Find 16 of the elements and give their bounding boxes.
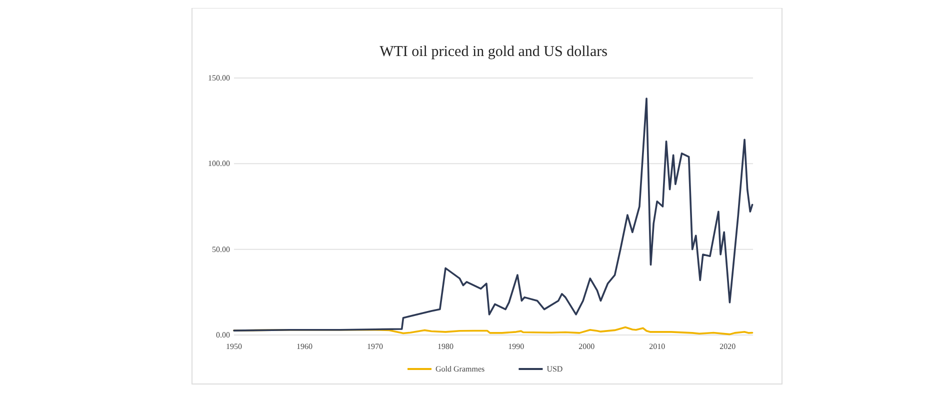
- x-tick-label: 1950: [226, 342, 242, 351]
- x-tick-label: 2010: [649, 342, 666, 351]
- y-tick-label: 0.00: [216, 330, 230, 340]
- legend-label: USD: [546, 364, 563, 374]
- y-tick-label: 150.00: [208, 74, 230, 83]
- legend-label: Gold Grammes: [436, 364, 485, 374]
- x-tick-label: 2000: [578, 342, 595, 351]
- x-tick-label: 1960: [296, 342, 313, 351]
- x-tick-label: 1990: [508, 342, 524, 351]
- x-tick-label: 1980: [438, 342, 454, 351]
- x-tick-label: 2020: [720, 342, 736, 351]
- chart-title: WTI oil priced in gold and US dollars: [380, 44, 608, 60]
- y-tick-label: 50.00: [212, 244, 230, 254]
- line-series: [233, 98, 754, 332]
- x-tick-label: 1970: [367, 342, 384, 351]
- y-tick-label: 100.00: [208, 159, 230, 168]
